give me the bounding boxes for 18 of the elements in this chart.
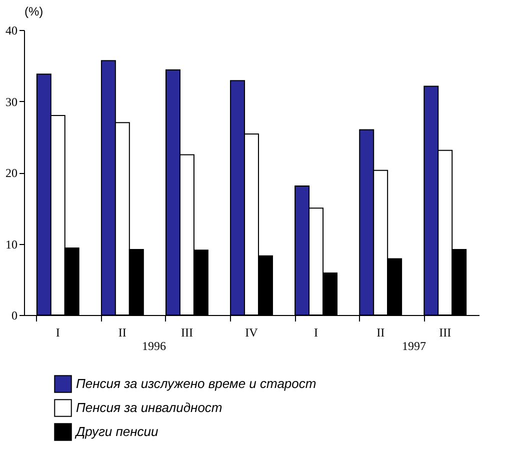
y-tick-label: 30 bbox=[6, 94, 18, 109]
x-tick-label: IV bbox=[245, 326, 258, 340]
x-tick-label: I bbox=[56, 326, 60, 340]
legend-label: Пенсия за изслужено време и старост bbox=[76, 376, 316, 391]
text: 1996 bbox=[142, 339, 166, 353]
y-tick-label: 0 bbox=[12, 308, 18, 322]
y-axis-title: (%) bbox=[24, 4, 44, 18]
y-tick-label: 10 bbox=[6, 237, 18, 252]
y-tick-label: 20 bbox=[6, 166, 18, 180]
x-tick-label: II bbox=[118, 326, 126, 340]
x-tick-label: II bbox=[376, 326, 385, 340]
text: 1997 bbox=[402, 339, 426, 353]
legend-label: Пенсия за инвалидност bbox=[76, 400, 222, 415]
x-tick-label: III bbox=[180, 326, 193, 340]
legend-label: Други пенсии bbox=[74, 424, 158, 439]
y-tick-label: 40 bbox=[6, 24, 18, 38]
x-tick-label: I bbox=[314, 326, 318, 340]
x-tick-label: III bbox=[439, 326, 452, 340]
